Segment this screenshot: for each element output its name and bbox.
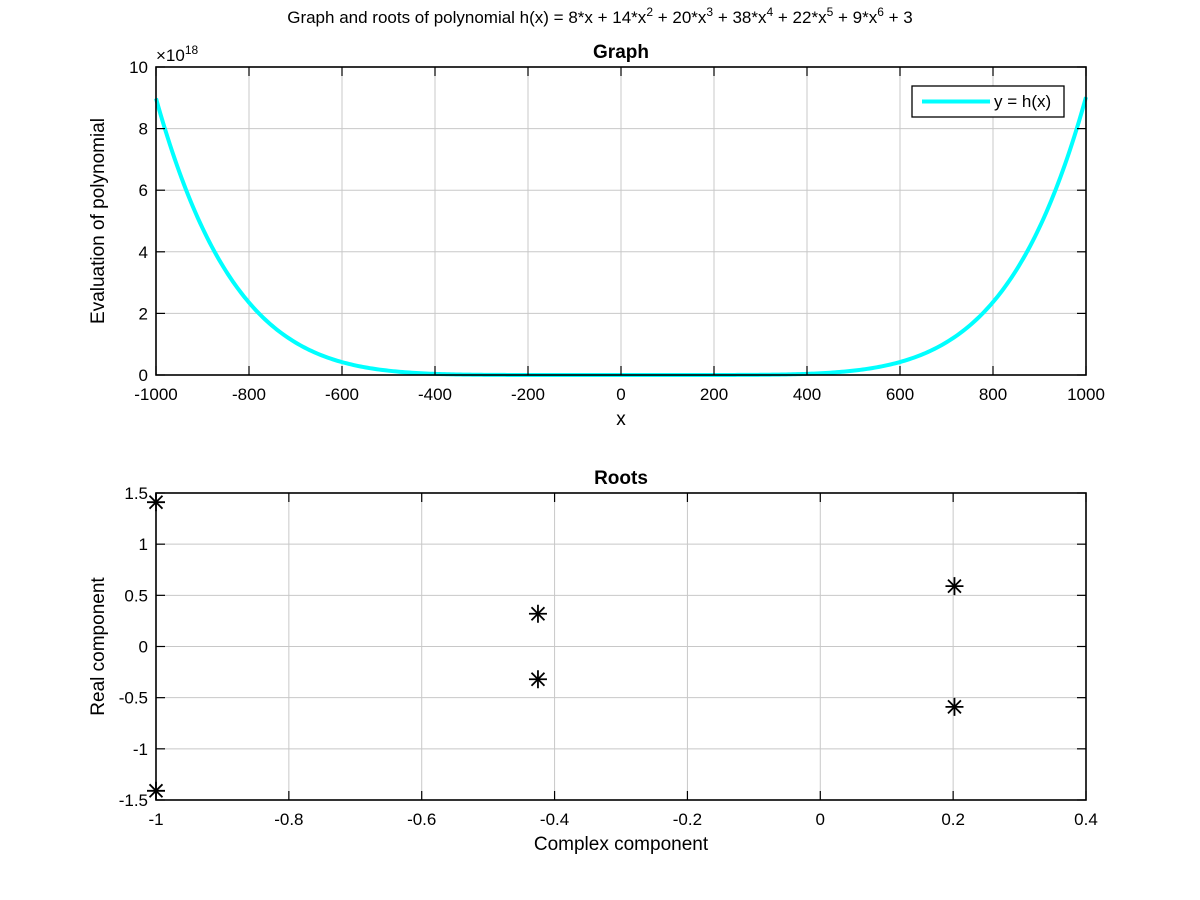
title-superscript: 5 [827, 5, 834, 19]
exponent-base: ×10 [156, 46, 185, 65]
root-point [945, 577, 964, 596]
y-tick-label: -1.5 [119, 791, 148, 810]
x-tick-label: 0.2 [941, 810, 965, 829]
graph-title: Graph [593, 42, 649, 63]
x-tick-label: 600 [886, 385, 914, 404]
root-point [147, 781, 165, 800]
asterisk-stroke [530, 606, 546, 621]
title-text: Graph and roots of polynomial h(x) = 8*x… [287, 8, 647, 27]
x-tick-label: 0.4 [1074, 810, 1098, 829]
exponent-power: 18 [185, 43, 199, 57]
y-tick-label: -1 [133, 740, 148, 759]
x-tick-label: -1 [148, 810, 163, 829]
asterisk-stroke [947, 579, 962, 594]
graph-axes-box [155, 66, 1087, 376]
y-tick-label: 0.5 [124, 586, 148, 605]
graph-tick-labels: -1000 -800 -600 -400 -200 0 200 400 600 800 1000 0 2… [129, 58, 1105, 404]
roots-title: Roots [594, 468, 648, 489]
x-tick-label: -600 [325, 385, 359, 404]
root-point [147, 493, 165, 512]
x-tick-label: 0 [616, 385, 625, 404]
y-tick-label: 2 [139, 304, 148, 323]
title-text: + 20*x [653, 8, 707, 27]
graph-x-label: x [616, 409, 626, 430]
y-tick-label: 0 [139, 366, 148, 385]
x-tick-label: -1000 [134, 385, 177, 404]
asterisk-stroke [148, 495, 164, 510]
title-superscript: 6 [877, 5, 884, 19]
roots-tick-labels: -1 -0.8 -0.6 -0.4 -0.2 0 0.2 0.4-1.5-1-0.500.51… [119, 484, 1098, 829]
legend-label: y = h(x) [994, 92, 1051, 111]
asterisk-stroke [148, 783, 164, 798]
graph-axes: -1000 -800 -600 -400 -200 0 200 400 600 800 1000 0 2… [88, 42, 1105, 430]
asterisk-stroke [530, 672, 546, 687]
roots-y-label: Real component [88, 577, 109, 716]
title-text: + 9*x [833, 8, 877, 27]
figure-title: Graph and roots of polynomial h(x) = 8*x… [287, 5, 913, 27]
graph-grid [156, 67, 1086, 375]
y-tick-label: 4 [139, 243, 148, 262]
x-tick-label: -200 [511, 385, 545, 404]
roots-grid [156, 493, 1086, 800]
x-tick-label: -0.2 [673, 810, 702, 829]
graph-legend: y = h(x) [911, 85, 1065, 118]
x-tick-label: 0 [816, 810, 825, 829]
title-superscript: 4 [767, 5, 774, 19]
x-tick-label: 200 [700, 385, 728, 404]
y-tick-label: 6 [139, 181, 148, 200]
roots-axes-box [155, 492, 1087, 801]
x-tick-label: -400 [418, 385, 452, 404]
root-point [945, 697, 964, 716]
x-tick-label: -0.4 [540, 810, 569, 829]
y-tick-label: 1 [139, 535, 148, 554]
x-tick-label: 800 [979, 385, 1007, 404]
y-tick-label: 0 [139, 638, 148, 657]
y-tick-label: 1.5 [124, 484, 148, 503]
graph-y-label: Evaluation of polynomial [88, 118, 109, 324]
title-text: + 22*x [773, 8, 827, 27]
x-tick-label: 1000 [1067, 385, 1105, 404]
y-tick-label: 8 [139, 120, 148, 139]
roots-points [147, 493, 964, 800]
roots-x-label: Complex component [534, 834, 709, 855]
title-superscript: 3 [706, 5, 713, 19]
x-tick-label: 400 [793, 385, 821, 404]
x-tick-label: -0.6 [407, 810, 436, 829]
asterisk-stroke [947, 699, 962, 714]
root-point [528, 670, 547, 689]
y-tick-label: 10 [129, 58, 148, 77]
title-text: + 38*x [713, 8, 767, 27]
title-text: + 3 [884, 8, 913, 27]
x-tick-label: -800 [232, 385, 266, 404]
x-tick-label: -0.8 [274, 810, 303, 829]
graph-y-exponent: ×1018 [156, 43, 199, 65]
y-tick-label: -0.5 [119, 689, 148, 708]
roots-axes: -1 -0.8 -0.6 -0.4 -0.2 0 0.2 0.4-1.5-1-0.500.51… [88, 468, 1098, 855]
root-point [528, 604, 547, 623]
title-superscript: 2 [646, 5, 653, 19]
